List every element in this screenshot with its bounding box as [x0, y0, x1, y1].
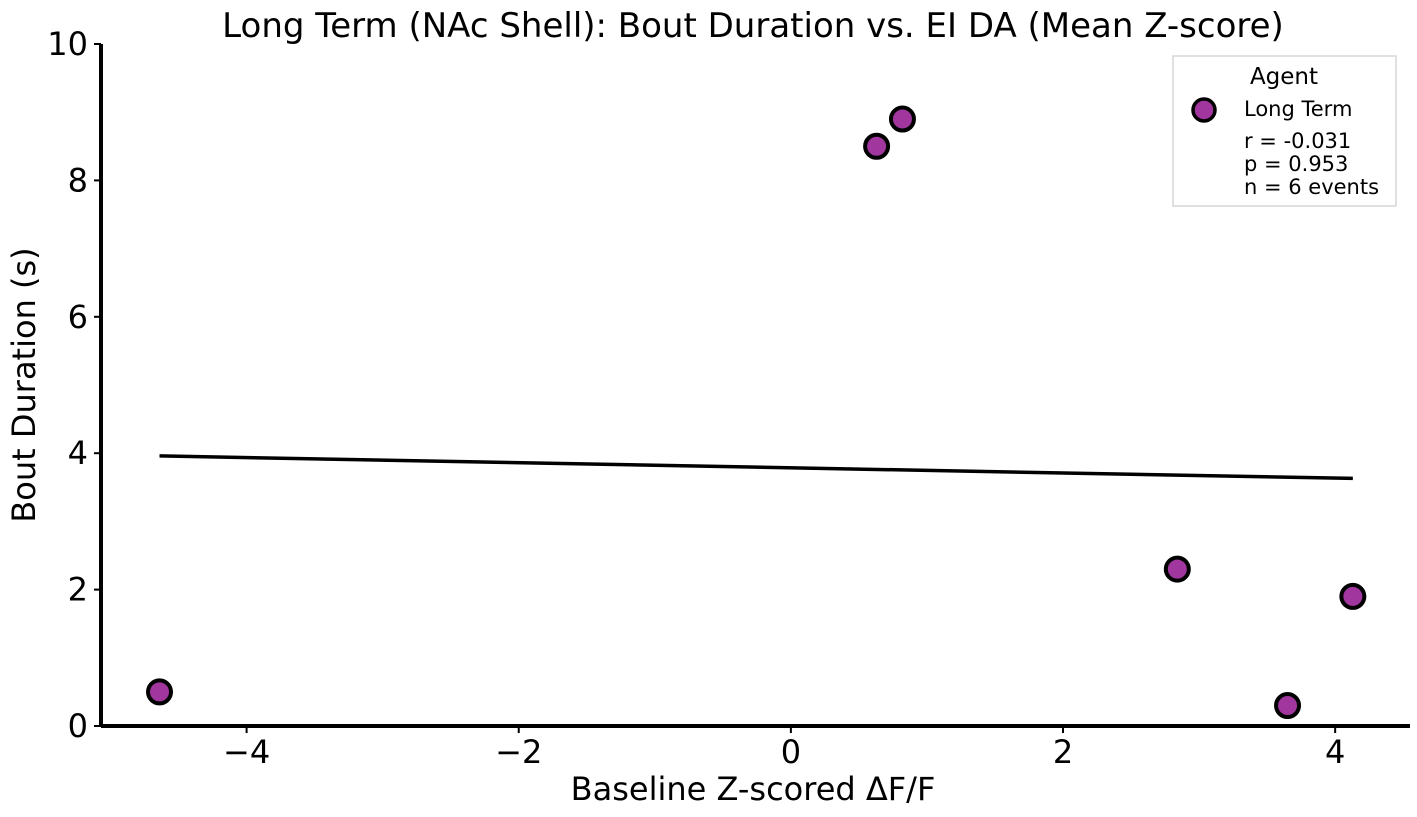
data-point	[146, 678, 174, 706]
data-point	[1163, 555, 1191, 583]
legend-title: Agent	[1250, 64, 1318, 90]
y-tick-label: 2	[68, 571, 88, 609]
y-ticks: 0 2 4 6 8 10	[47, 25, 101, 745]
regression-line	[159, 454, 1353, 481]
legend-stat-r: r = -0.031	[1244, 129, 1351, 153]
legend-entry-label: Long Term	[1244, 97, 1352, 121]
data-point	[1274, 692, 1302, 720]
data-point	[863, 132, 891, 160]
x-axis-label: Baseline Z-scored ΔF/F	[571, 770, 936, 808]
data-point	[1339, 582, 1367, 610]
x-tick-label: −4	[223, 733, 270, 771]
points-layer	[146, 105, 1367, 720]
y-tick-label: 4	[68, 434, 88, 472]
legend: Agent Long Term r = -0.031 p = 0.953 n =…	[1172, 55, 1397, 207]
legend-stat-n: n = 6 events	[1244, 175, 1379, 199]
chart-title: Long Term (NAc Shell): Bout Duration vs.…	[222, 6, 1284, 46]
x-ticks: −4 −2 0 2 4	[223, 726, 1345, 771]
y-tick-label: 10	[47, 25, 88, 63]
x-tick-label: 2	[1053, 733, 1073, 771]
y-tick-label: 6	[68, 298, 88, 336]
y-tick-label: 8	[68, 161, 88, 199]
x-tick-label: −2	[495, 733, 542, 771]
legend-frame	[1172, 55, 1397, 207]
legend-stat-p: p = 0.953	[1244, 152, 1348, 176]
y-axis-label: Bout Duration (s)	[5, 247, 43, 522]
x-tick-label: 4	[1325, 733, 1345, 771]
y-tick-label: 0	[68, 707, 88, 745]
legend-marker	[1191, 97, 1217, 123]
data-point	[888, 105, 916, 133]
x-tick-label: 0	[781, 733, 801, 771]
